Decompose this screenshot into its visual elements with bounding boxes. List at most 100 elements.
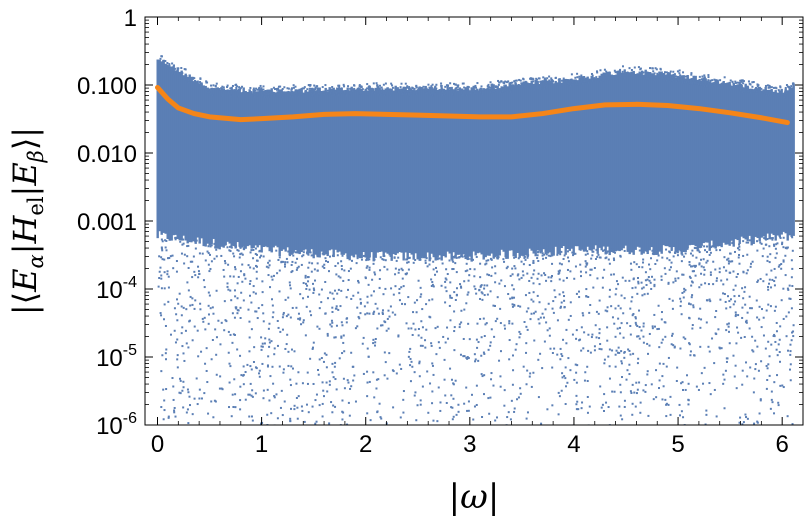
scatter-point xyxy=(454,379,457,382)
scatter-point xyxy=(381,311,384,314)
scatter-point xyxy=(518,78,521,81)
scatter-point xyxy=(267,95,270,98)
scatter-point xyxy=(243,273,246,276)
scatter-point xyxy=(537,318,540,321)
scatter-point xyxy=(677,76,680,79)
scatter-density-strip xyxy=(170,66,173,241)
scatter-point xyxy=(391,84,394,87)
scatter-point xyxy=(374,337,377,340)
scatter-point xyxy=(284,261,287,264)
scatter-point xyxy=(748,327,751,330)
scatter-point xyxy=(513,256,516,259)
scatter-point xyxy=(284,263,287,266)
scatter-point xyxy=(782,317,785,320)
scatter-point xyxy=(628,373,631,376)
scatter-point xyxy=(579,248,582,251)
scatter-point xyxy=(586,250,589,253)
scatter-point xyxy=(410,327,413,330)
scatter-point xyxy=(421,344,424,347)
scatter-point xyxy=(557,272,560,275)
scatter-point xyxy=(412,89,415,92)
scatter-point xyxy=(687,403,690,406)
scatter-point xyxy=(551,404,554,407)
scatter-point xyxy=(483,374,486,377)
scatter-point xyxy=(716,79,719,82)
scatter-point xyxy=(254,366,257,369)
scatter-point xyxy=(267,274,270,277)
scatter-density-strip xyxy=(684,78,687,252)
scatter-point xyxy=(656,259,659,262)
scatter-density-strip xyxy=(730,85,733,241)
scatter-point xyxy=(729,298,732,301)
scatter-point xyxy=(729,306,732,309)
scatter-point xyxy=(325,260,328,263)
scatter-point xyxy=(388,315,391,318)
scatter-point xyxy=(685,247,688,250)
scatter-point xyxy=(475,255,478,258)
scatter-point xyxy=(165,249,168,252)
scatter-point xyxy=(623,405,626,408)
scatter-point xyxy=(294,92,297,95)
scatter-point xyxy=(375,378,378,381)
scatter-point xyxy=(447,88,450,91)
scatter-point xyxy=(670,261,673,264)
scatter-point xyxy=(386,88,389,91)
scatter-point xyxy=(524,294,527,297)
scatter-density-strip xyxy=(526,85,529,258)
scatter-point xyxy=(702,266,705,269)
scatter-point xyxy=(257,372,260,375)
scatter-point xyxy=(699,83,702,86)
scatter-point xyxy=(590,336,593,339)
scatter-point xyxy=(380,417,383,420)
scatter-point xyxy=(539,80,542,83)
scatter-density-strip xyxy=(570,79,573,249)
scatter-point xyxy=(682,250,685,253)
scatter-point xyxy=(261,280,264,283)
scatter-density-strip xyxy=(700,80,703,246)
scatter-point xyxy=(347,381,350,384)
scatter-point xyxy=(375,82,378,85)
scatter-point xyxy=(526,411,529,414)
scatter-point xyxy=(547,276,550,279)
scatter-point xyxy=(231,341,234,344)
scatter-point xyxy=(160,370,163,373)
scatter-point xyxy=(318,327,321,330)
scatter-point xyxy=(381,88,384,91)
scatter-density-strip xyxy=(584,79,587,251)
scatter-point xyxy=(276,95,279,98)
scatter-point xyxy=(677,277,680,280)
scatter-point xyxy=(639,67,642,70)
scatter-point xyxy=(605,401,608,404)
scatter-point xyxy=(535,78,538,81)
scatter-point xyxy=(198,397,201,400)
scatter-point xyxy=(182,242,185,245)
scatter-density-strip xyxy=(420,86,423,259)
scatter-point xyxy=(636,388,639,391)
scatter-point xyxy=(300,405,303,408)
scatter-point xyxy=(499,91,502,94)
scatter-density-strip xyxy=(236,89,239,243)
scatter-density-strip xyxy=(408,87,411,253)
scatter-point xyxy=(241,280,244,283)
scatter-point xyxy=(773,412,776,415)
scatter-point xyxy=(733,86,736,89)
scatter-point xyxy=(757,279,760,282)
scatter-point xyxy=(304,276,307,279)
scatter-point xyxy=(272,274,275,277)
scatter-point xyxy=(201,317,204,320)
scatter-point xyxy=(637,280,640,283)
scatter-point xyxy=(473,405,476,408)
scatter-point xyxy=(688,317,691,320)
scatter-point xyxy=(312,291,315,294)
scatter-point xyxy=(179,392,182,395)
scatter-point xyxy=(663,71,666,74)
scatter-point xyxy=(497,79,500,82)
scatter-point xyxy=(579,270,582,273)
scatter-point xyxy=(695,256,698,259)
scatter-point xyxy=(377,88,380,91)
scatter-point xyxy=(164,246,167,249)
scatter-point xyxy=(430,92,433,95)
scatter-point xyxy=(738,262,741,265)
scatter-point xyxy=(238,256,241,259)
scatter-point xyxy=(292,254,295,257)
